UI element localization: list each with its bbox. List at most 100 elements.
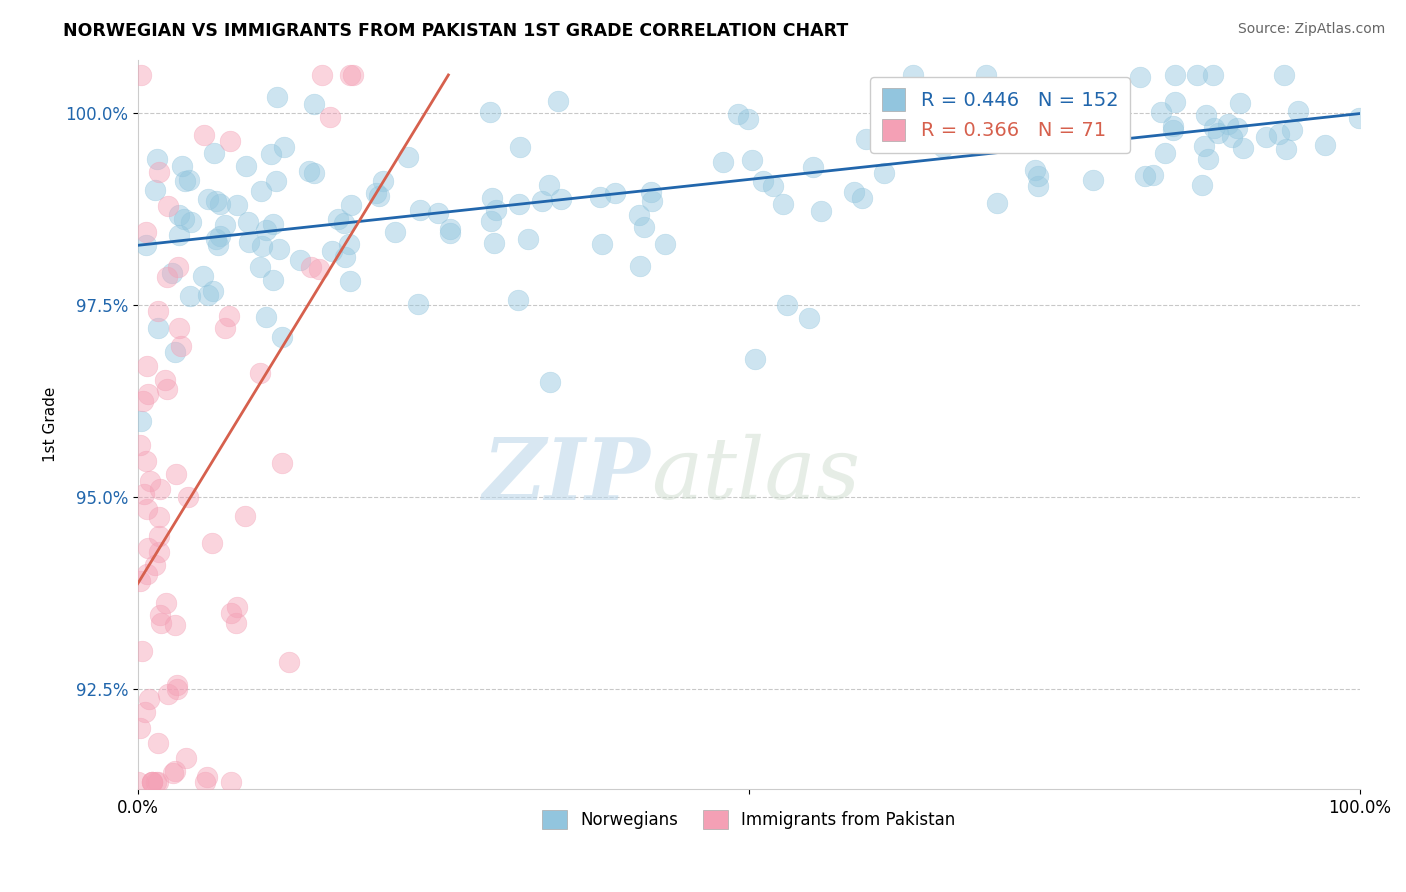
Point	[235, 159, 257, 173]
Point	[166, 260, 188, 274]
Point	[640, 185, 662, 199]
Point	[1204, 121, 1226, 136]
Point	[797, 311, 820, 326]
Point	[254, 310, 277, 324]
Point	[986, 196, 1008, 211]
Point	[340, 198, 363, 212]
Point	[129, 574, 152, 588]
Point	[167, 321, 190, 335]
Point	[1133, 169, 1156, 183]
Point	[207, 237, 229, 252]
Point	[221, 774, 243, 789]
Point	[508, 293, 530, 308]
Point	[135, 501, 157, 516]
Point	[180, 215, 202, 229]
Point	[208, 229, 231, 244]
Point	[855, 131, 877, 145]
Point	[641, 194, 664, 208]
Point	[149, 616, 172, 631]
Point	[427, 205, 450, 219]
Point	[1206, 126, 1229, 140]
Point	[193, 128, 215, 142]
Point	[959, 95, 981, 109]
Point	[1161, 122, 1184, 136]
Point	[439, 222, 461, 236]
Point	[1275, 143, 1298, 157]
Point	[135, 225, 157, 239]
Point	[238, 215, 260, 229]
Point	[727, 107, 749, 121]
Point	[233, 508, 256, 523]
Point	[225, 615, 247, 630]
Text: atlas: atlas	[651, 434, 860, 516]
Point	[482, 236, 505, 251]
Point	[1026, 178, 1049, 193]
Point	[249, 184, 271, 198]
Point	[538, 375, 561, 389]
Point	[903, 117, 925, 131]
Point	[288, 252, 311, 267]
Point	[1315, 137, 1337, 152]
Point	[339, 68, 361, 82]
Point	[277, 655, 299, 669]
Point	[1194, 107, 1216, 121]
Point	[1229, 95, 1251, 110]
Point	[249, 366, 271, 380]
Point	[153, 373, 176, 387]
Point	[131, 644, 153, 658]
Point	[163, 764, 186, 778]
Point	[149, 482, 172, 496]
Point	[333, 250, 356, 264]
Point	[1150, 104, 1173, 119]
Point	[298, 163, 321, 178]
Point	[547, 94, 569, 108]
Point	[776, 298, 799, 312]
Point	[128, 438, 150, 452]
Point	[156, 687, 179, 701]
Point	[214, 321, 236, 335]
Point	[633, 220, 655, 235]
Point	[135, 359, 157, 373]
Point	[148, 509, 170, 524]
Point	[851, 191, 873, 205]
Point	[148, 545, 170, 559]
Point	[270, 329, 292, 343]
Text: ZIP: ZIP	[484, 434, 651, 517]
Y-axis label: 1st Grade: 1st Grade	[44, 387, 58, 462]
Point	[801, 160, 824, 174]
Point	[173, 212, 195, 227]
Point	[262, 217, 284, 231]
Point	[1077, 122, 1099, 136]
Point	[148, 529, 170, 543]
Point	[138, 692, 160, 706]
Point	[260, 147, 283, 161]
Point	[145, 774, 167, 789]
Point	[195, 770, 218, 784]
Point	[530, 194, 553, 208]
Point	[974, 68, 997, 82]
Point	[1232, 141, 1254, 155]
Point	[762, 178, 785, 193]
Point	[603, 186, 626, 200]
Point	[772, 196, 794, 211]
Point	[1101, 111, 1123, 125]
Point	[136, 387, 159, 401]
Point	[1202, 68, 1225, 82]
Point	[205, 232, 228, 246]
Point	[136, 567, 159, 582]
Point	[129, 413, 152, 427]
Point	[870, 95, 893, 110]
Point	[262, 273, 284, 287]
Point	[903, 68, 925, 82]
Point	[339, 237, 361, 252]
Point	[844, 186, 866, 200]
Point	[174, 174, 197, 188]
Point	[1268, 127, 1291, 141]
Point	[136, 541, 159, 555]
Point	[163, 618, 186, 632]
Point	[1026, 169, 1049, 183]
Point	[509, 140, 531, 154]
Point	[1083, 173, 1105, 187]
Point	[439, 227, 461, 241]
Point	[396, 150, 419, 164]
